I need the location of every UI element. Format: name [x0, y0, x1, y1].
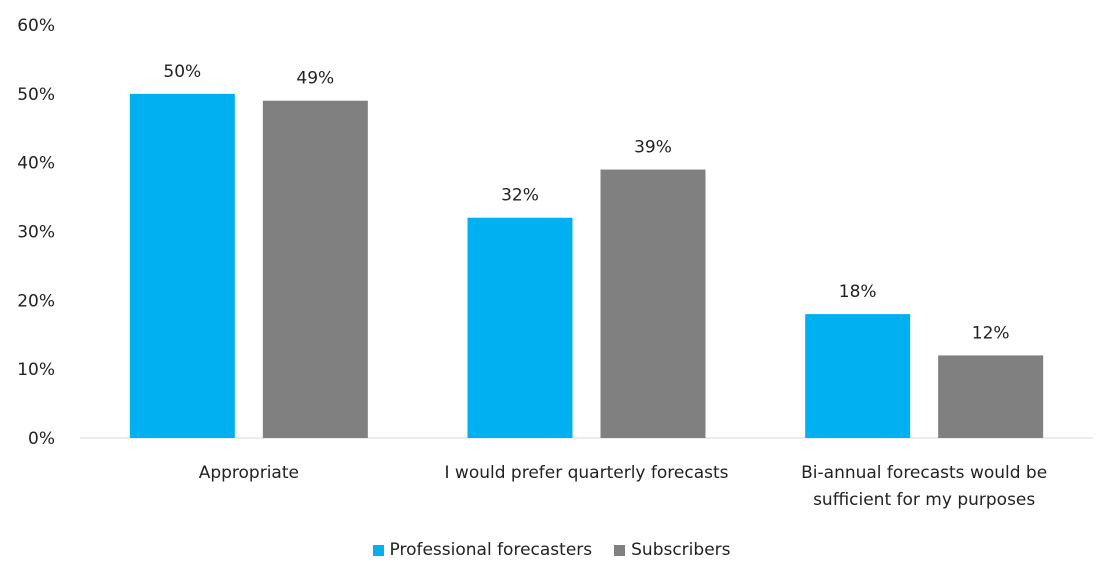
legend-swatch-subscribers [614, 544, 626, 556]
legend-item-subscribers: Subscribers [614, 540, 731, 560]
data-label: 50% [163, 62, 201, 82]
legend-label-professional-forecasters: Professional forecasters [389, 540, 593, 560]
bar-chart: 0% 10% 20% 30% 40% 50% 60% 50% 49% Appropriate 32%… [17, 16, 1093, 510]
data-label: 12% [972, 323, 1010, 343]
y-tick-label: 10% [17, 360, 55, 380]
legend: Professional forecasters Subscribers [0, 540, 1103, 560]
x-category-label: Appropriate [199, 463, 299, 483]
y-tick-label: 30% [17, 223, 55, 243]
x-category-label: Bi-annual forecasts would be sufficient f… [801, 463, 1047, 510]
data-label: 49% [296, 69, 334, 89]
bar [467, 217, 573, 438]
bar [805, 314, 911, 438]
bar [600, 169, 706, 439]
legend-label-subscribers: Subscribers [631, 540, 731, 560]
x-category-label-line: I would prefer quarterly forecasts [445, 463, 729, 483]
y-tick-label: 0% [28, 429, 55, 449]
x-category-label-line: Appropriate [199, 463, 299, 483]
y-tick-label: 50% [17, 85, 55, 105]
legend-swatch-professional-forecasters [372, 544, 384, 556]
data-label: 39% [634, 138, 672, 158]
x-category-label-line: sufficient for my purposes [813, 490, 1035, 510]
y-tick-label: 40% [17, 154, 55, 174]
bar [129, 93, 235, 438]
x-category-label-line: Bi-annual forecasts would be [801, 463, 1047, 483]
legend-item-professional-forecasters: Professional forecasters [372, 540, 593, 560]
data-label: 32% [501, 186, 539, 206]
bar [262, 100, 368, 438]
x-category-label: I would prefer quarterly forecasts [445, 463, 729, 483]
data-label: 18% [839, 282, 877, 302]
y-tick-label: 60% [17, 16, 55, 36]
bar [938, 355, 1044, 438]
y-tick-label: 20% [17, 291, 55, 311]
